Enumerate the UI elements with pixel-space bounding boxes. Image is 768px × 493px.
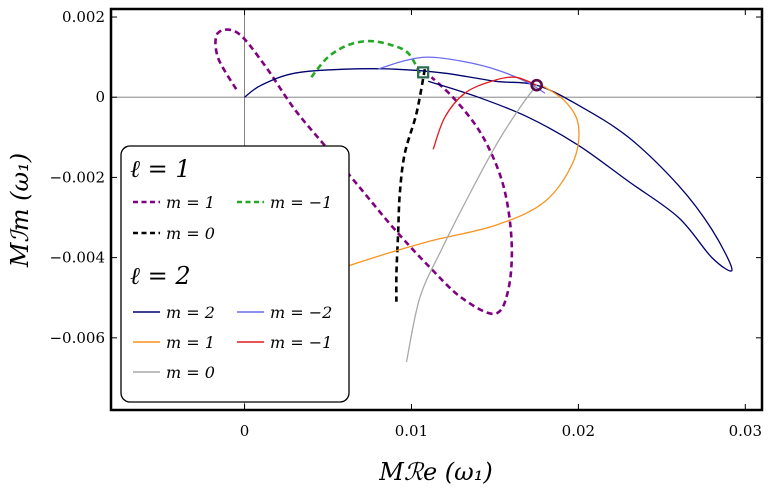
legend: ℓ = 1 m = 1 m = −1 m = 0 ℓ = 2 m = 2 m =… — [120, 145, 350, 403]
y-tick-label: −0.006 — [49, 329, 105, 347]
legend-label-l2-m-1: m = −1 — [270, 333, 332, 352]
series-l2_m2 — [244, 68, 733, 272]
marker-layer — [417, 66, 543, 92]
square-marker — [417, 66, 430, 79]
y-axis-label: Mℐm (ω₁) — [6, 153, 34, 268]
legend-label-l1-m-1: m = −1 — [270, 193, 332, 212]
legend-title-l1: ℓ = 1 — [130, 155, 191, 183]
legend-label-l2-m2: m = 2 — [166, 303, 215, 322]
legend-label-l1-m1: m = 1 — [166, 193, 215, 212]
series-l2_m-1 — [432, 76, 537, 150]
y-tick-label: −0.002 — [49, 168, 105, 186]
circle-marker — [530, 78, 543, 92]
y-tick-label: −0.004 — [49, 249, 105, 267]
x-tick-label: 0 — [240, 422, 250, 440]
series-l1_m1 — [214, 28, 514, 316]
y-tick-label: 0.002 — [62, 8, 105, 26]
y-tick-label: 0 — [95, 88, 105, 106]
series-l1_m0 — [395, 68, 427, 302]
series-l2_m-2 — [377, 56, 546, 94]
x-tick-label: 0.03 — [729, 422, 762, 440]
x-tick-label: 0.02 — [562, 422, 595, 440]
series-l2_m0 — [405, 84, 538, 363]
x-axis-label: Mℛe (ω₁) — [378, 458, 492, 486]
tick-layer: 0 0.01 0.02 0.03 0.002 0 −0.002 −0.004 −0.006 — [49, 8, 762, 440]
series-layer — [135, 28, 733, 399]
legend-title-l2: ℓ = 2 — [130, 262, 191, 290]
series-l1_m-1 — [310, 39, 421, 79]
x-tick-label: 0.01 — [395, 422, 428, 440]
legend-label-l1-m0: m = 0 — [166, 224, 215, 243]
legend-label-l2-m-2: m = −2 — [270, 303, 332, 322]
legend-box — [120, 145, 350, 403]
legend-label-l2-m1: m = 1 — [166, 333, 215, 352]
plot-frame — [109, 7, 764, 412]
legend-label-l2-m0: m = 0 — [166, 363, 215, 382]
